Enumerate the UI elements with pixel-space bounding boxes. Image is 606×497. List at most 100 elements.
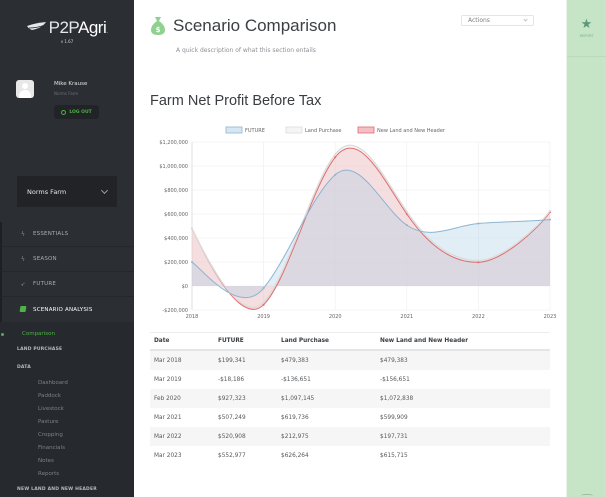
- sub-nav-dashboard[interactable]: Dashboard: [38, 380, 68, 386]
- farm-selector-value: Norms Farm: [27, 187, 67, 196]
- cell-land-purchase: -$136,651: [281, 376, 311, 383]
- cell-future: -$18,186: [218, 376, 245, 383]
- sidebar-item-season[interactable]: ϟ SEASON: [0, 247, 134, 272]
- cell-new-land: -$156,651: [380, 376, 410, 383]
- cell-land-purchase: $1,097,145: [281, 395, 315, 402]
- cell-new-land: $479,383: [380, 357, 408, 364]
- svg-text:2018: 2018: [186, 314, 199, 320]
- avatar[interactable]: [16, 80, 34, 98]
- rocket-icon: ➶: [20, 280, 26, 288]
- cell-future: $927,323: [218, 395, 246, 402]
- lightning-icon: ϟ: [21, 255, 25, 263]
- svg-text:$800,000: $800,000: [164, 188, 188, 194]
- sub-nav-cropping[interactable]: Cropping: [38, 432, 63, 438]
- svg-text:$1,000,000: $1,000,000: [159, 164, 188, 170]
- cell-land-purchase: $626,264: [281, 452, 309, 459]
- brand[interactable]: P2PAgri. v 1.67: [0, 0, 134, 58]
- sub-nav-comparison[interactable]: Comparison: [0, 330, 55, 338]
- avatar-head-icon: [22, 83, 28, 89]
- cell-land-purchase: $619,736: [281, 414, 309, 421]
- scenario-sub-nav: Comparison LAND PURCHASE DATA Dashboard …: [0, 322, 134, 497]
- sidebar-item-future[interactable]: ➶ FUTURE: [0, 272, 134, 297]
- rail-report-label: REPORT: [579, 34, 594, 38]
- logout-label: LOG OUT: [69, 109, 92, 115]
- cell-date: Mar 2023: [154, 452, 182, 459]
- sub-nav-pasture[interactable]: Pasture: [38, 419, 59, 425]
- sub-nav-data[interactable]: DATA: [17, 365, 31, 370]
- cell-land-purchase: $479,383: [281, 357, 309, 364]
- cell-date: Mar 2022: [154, 433, 182, 440]
- sidebar-nav: ϟ ESSENTIALS ϟ SEASON ➶ FUTURE SCENARIO …: [0, 222, 134, 322]
- svg-text:$1,200,000: $1,200,000: [159, 140, 188, 146]
- actions-dropdown[interactable]: Actions: [461, 15, 534, 26]
- cell-new-land: $615,715: [380, 452, 408, 459]
- farm-selector[interactable]: Norms Farm: [17, 176, 117, 207]
- user-farm: Norms Farm: [54, 91, 79, 96]
- rail-bottom-handle-icon[interactable]: [581, 494, 593, 497]
- sidebar: P2PAgri. v 1.67 Mike Krause Norms Farm L…: [0, 0, 134, 497]
- logo-suffix: Agri: [77, 18, 107, 37]
- svg-text:$: $: [156, 26, 161, 34]
- table-row: Mar 2023 $552,977 $626,264 $615,715: [150, 446, 550, 465]
- table-row: Mar 2018 $199,341 $479,383 $479,383: [150, 351, 550, 370]
- sidebar-item-scenario-analysis[interactable]: SCENARIO ANALYSIS: [0, 297, 134, 322]
- svg-text:2019: 2019: [257, 314, 270, 320]
- svg-text:2021: 2021: [400, 314, 413, 320]
- chevron-down-icon: [523, 17, 528, 22]
- cell-new-land: $1,072,838: [380, 395, 414, 402]
- legend-item[interactable]: Land Purchase: [285, 126, 342, 134]
- avatar-body-icon: [19, 90, 31, 98]
- sub-nav-paddock[interactable]: Paddock: [38, 393, 61, 399]
- svg-text:-$200,000: -$200,000: [162, 308, 188, 314]
- svg-text:2022: 2022: [472, 314, 485, 320]
- table-row: Mar 2021 $507,249 $619,736 $599,909: [150, 408, 550, 427]
- logo-dot: .: [106, 29, 108, 35]
- cell-date: Feb 2020: [154, 395, 181, 402]
- svg-text:$400,000: $400,000: [164, 236, 188, 242]
- star-icon: ★: [580, 17, 593, 32]
- cell-future: $507,249: [218, 414, 246, 421]
- logo-prefix: P2P: [48, 18, 79, 37]
- cell-land-purchase: $212,975: [281, 433, 309, 440]
- active-dot-icon: [1, 332, 4, 336]
- rail-report-button[interactable]: ★ REPORT: [567, 0, 606, 57]
- sub-nav-reports[interactable]: Reports: [38, 471, 60, 477]
- sidebar-item-label: ESSENTIALS: [33, 231, 69, 237]
- col-new-land: New Land and New Header: [380, 338, 469, 344]
- lightning-icon: ϟ: [21, 230, 25, 238]
- sidebar-item-essentials[interactable]: ϟ ESSENTIALS: [0, 222, 134, 247]
- logo-leaf-icon: [26, 22, 46, 30]
- svg-text:$0: $0: [182, 284, 188, 290]
- sidebar-item-label: FUTURE: [33, 281, 57, 287]
- legend-item[interactable]: New Land and New Header: [357, 126, 446, 134]
- sub-nav-livestock[interactable]: Livestock: [38, 406, 64, 412]
- cell-new-land: $599,909: [380, 414, 408, 421]
- col-land-purchase: Land Purchase: [281, 338, 329, 344]
- sub-nav-new-land-new-header[interactable]: NEW LAND AND NEW HEADER: [17, 487, 97, 492]
- cell-future: $552,977: [218, 452, 246, 459]
- main-content: $ Scenario Comparison A quick descriptio…: [134, 0, 566, 497]
- sub-nav-land-purchase[interactable]: LAND PURCHASE: [17, 347, 63, 352]
- cell-date: Mar 2019: [154, 376, 182, 383]
- power-icon: [61, 109, 67, 115]
- cell-future: $520,908: [218, 433, 246, 440]
- legend-item[interactable]: FUTURE: [225, 126, 265, 134]
- table-header: Date FUTURE Land Purchase New Land and N…: [150, 332, 550, 351]
- cell-date: Mar 2018: [154, 357, 182, 364]
- sub-nav-label: Comparison: [22, 331, 55, 337]
- section-title: Farm Net Profit Before Tax: [150, 93, 322, 109]
- logout-button[interactable]: LOG OUT: [54, 105, 99, 119]
- svg-text:Land Purchase: Land Purchase: [305, 128, 342, 134]
- logo: P2PAgri.: [26, 18, 108, 38]
- right-rail: ★ REPORT: [566, 0, 606, 497]
- sub-nav-financials[interactable]: Financials: [38, 445, 65, 451]
- svg-text:New Land and New Header: New Land and New Header: [377, 128, 446, 134]
- sub-nav-notes[interactable]: Notes: [38, 458, 54, 464]
- table-row: Mar 2019 -$18,186 -$136,651 -$156,651: [150, 370, 550, 389]
- svg-text:$200,000: $200,000: [164, 260, 188, 266]
- page-title: Scenario Comparison: [173, 16, 337, 35]
- sidebar-item-label: SEASON: [33, 256, 57, 262]
- profit-chart: $1,200,000 $1,000,000 $800,000 $600,000 $400…: [134, 120, 566, 325]
- money-bag-icon: $: [151, 17, 165, 35]
- chevron-down-icon: [100, 186, 109, 194]
